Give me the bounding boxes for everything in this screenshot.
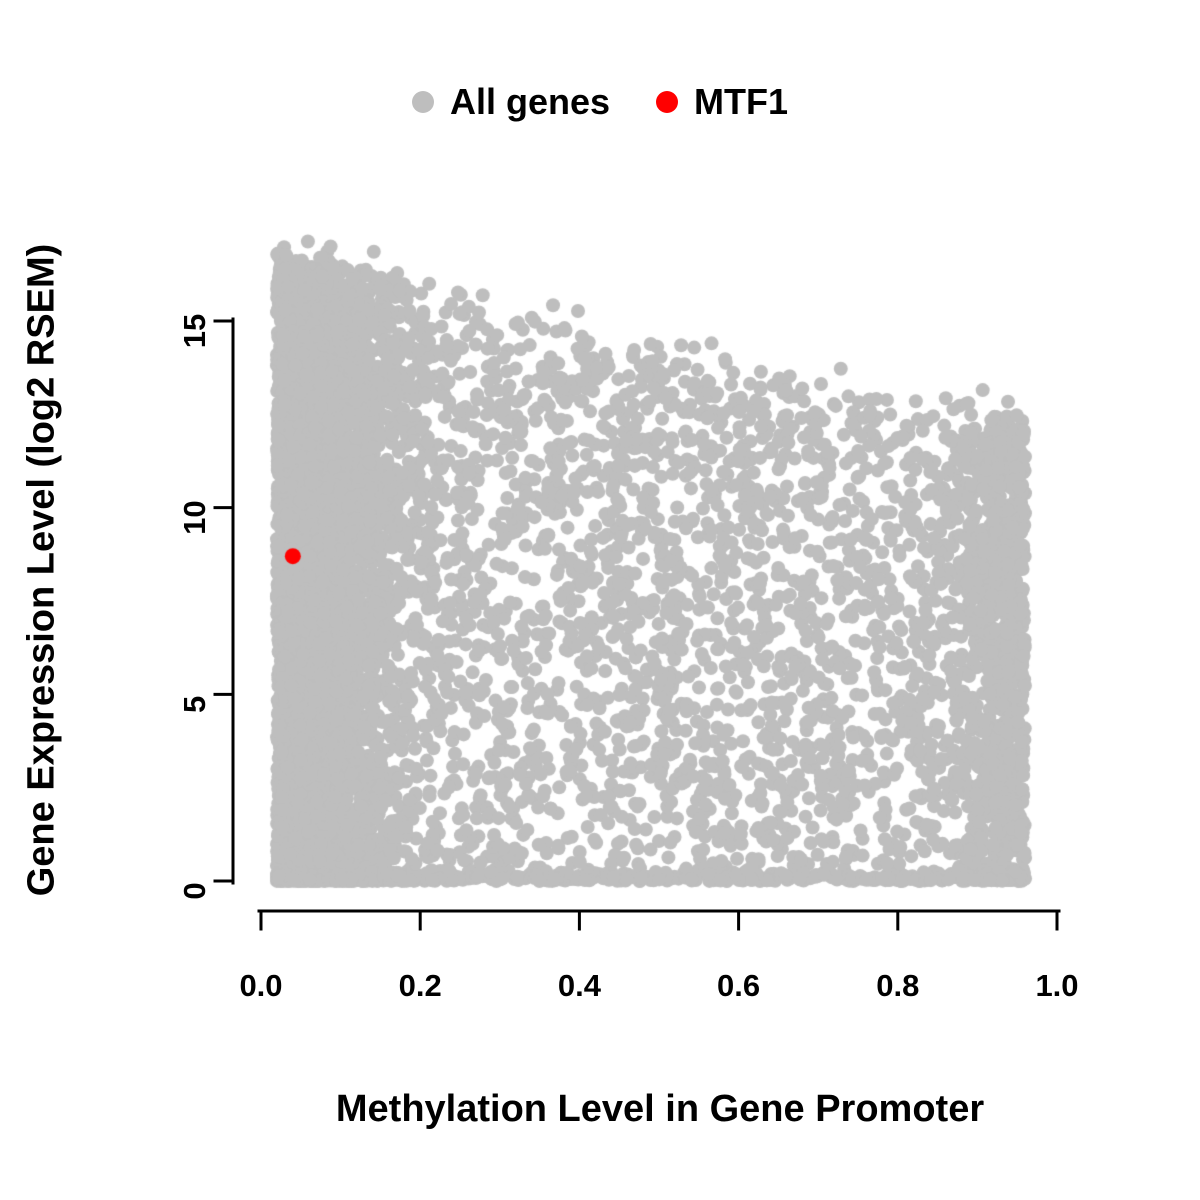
tick-label: 0 (177, 882, 212, 899)
tick-label: 0.0 (239, 968, 282, 1003)
legend-item-all-genes: All genes (411, 81, 611, 122)
tick-label: 5 (177, 696, 212, 713)
legend-label-all-genes: All genes (449, 81, 611, 122)
tick-label: 10 (177, 500, 212, 534)
tick-label: 0.2 (399, 968, 442, 1003)
tick-label: 0.4 (558, 968, 602, 1003)
tick-label: 15 (177, 314, 212, 348)
y-axis-title: Gene Expression Level (log2 RSEM) (20, 243, 63, 897)
all-genes-dot-icon (411, 91, 434, 113)
legend: All genes MTF1 (0, 84, 1200, 120)
tick-label: 1.0 (1035, 968, 1078, 1003)
legend-item-mtf1: MTF1 (656, 84, 788, 120)
x-axis-title: Methylation Level in Gene Promoter (335, 1088, 985, 1130)
tick-label: 0.8 (876, 968, 919, 1003)
mtf1-dot-icon (656, 91, 679, 113)
legend-label-mtf1: MTF1 (694, 81, 789, 122)
tick-label: 0.6 (717, 968, 760, 1003)
